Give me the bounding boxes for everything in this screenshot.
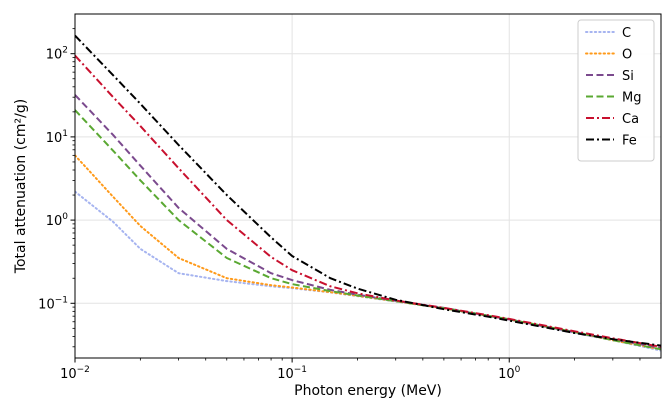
legend-label-fe: Fe bbox=[622, 134, 637, 149]
legend-label-o: O bbox=[622, 48, 632, 63]
legend-label-ca: Ca bbox=[622, 112, 639, 127]
y-axis-label: Total attenuation (cm²/g) bbox=[13, 99, 29, 274]
x-axis-label: Photon energy (MeV) bbox=[294, 383, 442, 399]
plot-frame bbox=[74, 13, 662, 359]
series-line-ca bbox=[75, 54, 661, 348]
series-line-si bbox=[75, 94, 661, 349]
series-group bbox=[75, 34, 661, 352]
legend-label-si: Si bbox=[622, 69, 634, 84]
legend-label-c: C bbox=[622, 26, 631, 41]
legend-frame bbox=[577, 19, 655, 162]
legend: CO Si Mg Ca Fe bbox=[577, 19, 655, 162]
legend-label-mg: Mg bbox=[622, 91, 641, 106]
series-line-fe bbox=[75, 34, 661, 347]
